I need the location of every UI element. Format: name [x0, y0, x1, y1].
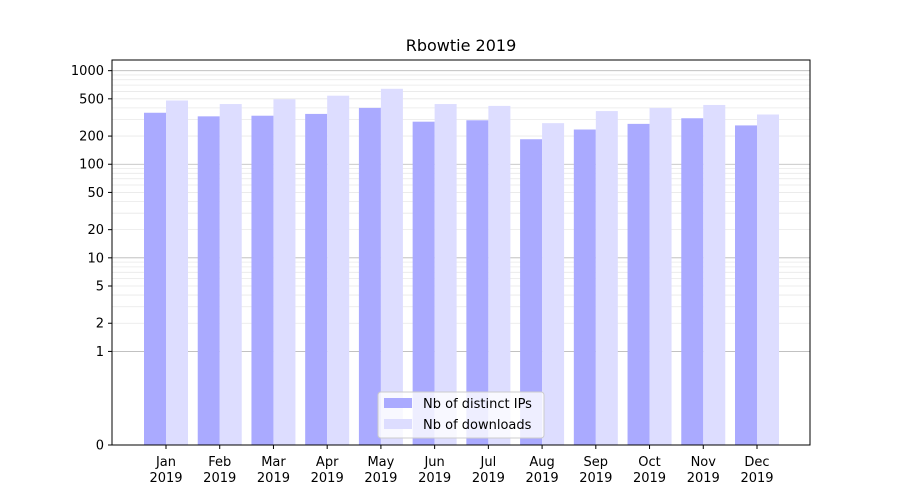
x-tick-month: Apr: [316, 455, 339, 470]
x-tick-label: Mar 2019: [257, 455, 290, 486]
y-tick-label: 1: [96, 345, 104, 360]
y-tick-label: 100: [79, 158, 104, 173]
x-tick-year: 2019: [203, 471, 236, 486]
x-tick-label: Jul 2019: [472, 455, 505, 486]
x-tick-month: Feb: [208, 455, 231, 470]
x-tick-month: Dec: [744, 455, 769, 470]
bars: [144, 88, 779, 446]
bar-distinct-ips: [735, 125, 757, 445]
x-tick-label: Aug 2019: [526, 455, 559, 486]
x-tick-year: 2019: [364, 471, 397, 486]
bar-downloads: [434, 104, 457, 445]
bar-downloads: [380, 88, 403, 445]
y-tick-label: 20: [87, 223, 104, 238]
bar-downloads: [327, 95, 350, 445]
bar-downloads: [542, 123, 565, 446]
y-tick-label: 5: [96, 280, 104, 295]
legend-box: [377, 391, 545, 439]
x-tick-year: 2019: [418, 471, 451, 486]
bar-distinct-ips: [627, 123, 650, 445]
bar-distinct-ips: [466, 120, 489, 445]
legend: Nb of distinct IPs Nb of downloads: [377, 391, 545, 439]
bar-downloads: [703, 104, 726, 445]
y-tick-label: 10: [87, 251, 104, 266]
x-tick-label: Nov 2019: [687, 455, 720, 486]
x-tick-month: Jan: [155, 455, 176, 470]
y-tick-label: 0: [96, 439, 104, 454]
bar-downloads: [595, 111, 618, 445]
x-tick-month: Jun: [423, 455, 444, 470]
bar-distinct-ips: [305, 113, 328, 446]
y-tick-label: 200: [79, 130, 104, 145]
bar-downloads: [166, 100, 188, 445]
x-tick-month: Sep: [584, 455, 609, 470]
y-axis: 0 1 2 5 10 20 50 100 200 500 1000: [71, 64, 112, 454]
bar-distinct-ips: [144, 112, 166, 445]
x-tick-year: 2019: [311, 471, 344, 486]
legend-swatch-distinct-ips: [384, 398, 412, 408]
bar-distinct-ips: [358, 107, 381, 446]
x-tick-label: Oct 2019: [633, 455, 666, 486]
x-tick-month: Nov: [691, 455, 717, 470]
x-tick-year: 2019: [526, 471, 559, 486]
bar-distinct-ips: [681, 118, 704, 445]
y-tick-label: 1000: [71, 64, 104, 79]
bar-downloads: [649, 107, 672, 446]
chart-title: Rbowtie 2019: [406, 36, 517, 55]
y-tick-label: 500: [79, 92, 104, 107]
bar-distinct-ips: [520, 139, 543, 445]
bar-downloads: [757, 114, 779, 445]
legend-swatch-downloads: [384, 419, 412, 429]
x-tick-month: Jul: [480, 455, 497, 470]
bar-downloads: [273, 99, 296, 446]
x-tick-year: 2019: [740, 471, 773, 486]
x-tick-year: 2019: [257, 471, 290, 486]
x-tick-month: Oct: [638, 455, 660, 470]
x-tick-year: 2019: [687, 471, 720, 486]
plot-frame: [111, 59, 811, 446]
bar-downloads: [219, 104, 242, 445]
x-tick-label: Feb 2019: [203, 455, 236, 486]
x-tick-month: Mar: [261, 455, 286, 470]
x-tick-label: May 2019: [364, 455, 397, 486]
x-tick-year: 2019: [149, 471, 182, 486]
x-tick-label: Jan 2019: [149, 455, 182, 486]
x-tick-label: Dec 2019: [740, 455, 773, 486]
x-tick-month: May: [367, 455, 394, 470]
bar-downloads: [488, 105, 511, 445]
bar-distinct-ips: [197, 116, 220, 445]
x-tick-year: 2019: [472, 471, 505, 486]
bar-distinct-ips: [412, 121, 435, 446]
x-tick-year: 2019: [633, 471, 666, 486]
x-tick-label: Jun 2019: [418, 455, 451, 486]
y-tick-label: 2: [96, 317, 104, 332]
x-tick-label: Sep 2019: [579, 455, 612, 486]
y-tick-label: 50: [87, 186, 104, 201]
x-tick-month: Aug: [529, 455, 554, 470]
legend-label-distinct-ips: Nb of distinct IPs: [423, 397, 532, 412]
legend-label-downloads: Nb of downloads: [423, 418, 532, 433]
bar-distinct-ips: [251, 115, 274, 445]
x-tick-label: Apr 2019: [311, 455, 344, 486]
x-tick-year: 2019: [579, 471, 612, 486]
bar-distinct-ips: [573, 129, 596, 445]
